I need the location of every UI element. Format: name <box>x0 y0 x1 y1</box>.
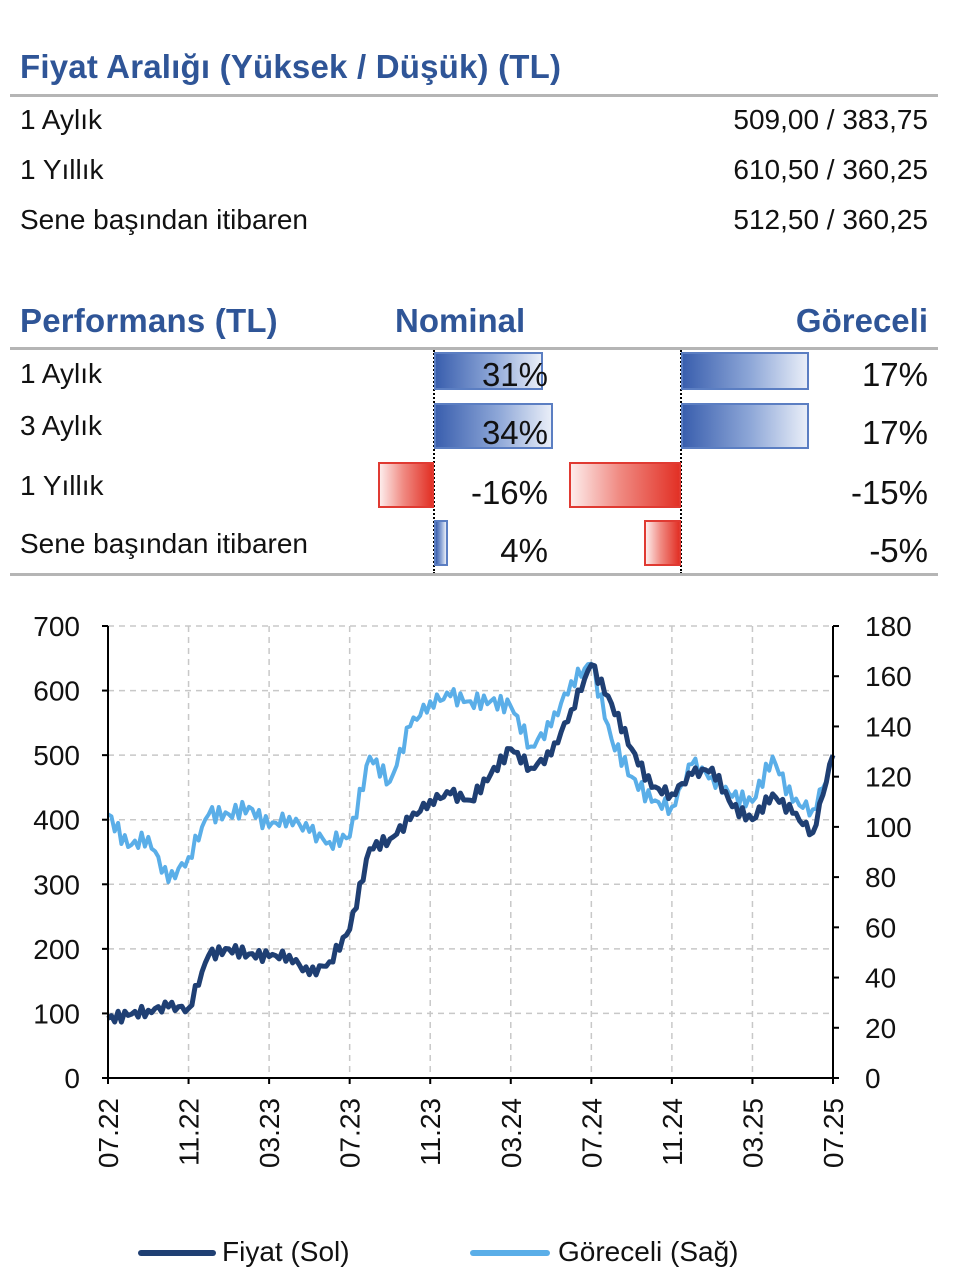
series-line-fiyat <box>106 662 836 1025</box>
left-tick-label: 400 <box>33 805 80 836</box>
nominal-value-ytd: 4% <box>500 532 548 569</box>
nominal-header: Nominal <box>395 302 526 339</box>
right-tick-label: 60 <box>865 912 896 943</box>
right-tick-label: 20 <box>865 1013 896 1044</box>
right-tick-label: 160 <box>865 661 912 692</box>
legend-label-relative: Göreceli (Sağ) <box>558 1236 739 1267</box>
chart-grid <box>108 625 834 1078</box>
right-tick-label: 100 <box>865 812 912 843</box>
right-tick-label: 0 <box>865 1063 881 1094</box>
left-tick-label: 0 <box>64 1063 80 1094</box>
relative-header: Göreceli <box>795 302 928 339</box>
nominal-bar-0 <box>434 352 543 390</box>
left-tick-label: 300 <box>33 869 80 900</box>
relative-zero-axis <box>680 350 682 574</box>
x-axis-labels: 07.22 11.22 03.23 07.23 11.23 03.24 07.24 11.24… <box>93 1098 849 1168</box>
price-range-label-1y: 1 Yıllık <box>20 154 104 185</box>
x-tick-label: 11.22 <box>174 1098 205 1166</box>
legend-swatch-relative <box>470 1250 550 1256</box>
nominal-value-1y: -16% <box>470 474 548 511</box>
relative-bar-3 <box>643 520 681 566</box>
left-tick-label: 600 <box>33 676 80 707</box>
left-tick-label: 700 <box>33 611 80 642</box>
x-tick-label: 07.25 <box>818 1098 849 1168</box>
performance-bottom-rule <box>10 573 938 576</box>
perf-label-ytd: Sene başından itibaren <box>20 528 308 559</box>
x-tick-label: 11.24 <box>657 1098 688 1166</box>
relative-value-ytd: -5% <box>869 532 928 569</box>
right-tick-label: 80 <box>865 862 896 893</box>
legend-swatch-price <box>138 1250 216 1256</box>
price-chart: 0 100 200 300 400 500 600 700 0 20 40 60 80 100 120 14… <box>33 611 912 1168</box>
right-tick-label: 40 <box>865 963 896 994</box>
x-tick-label: 11.23 <box>415 1098 446 1166</box>
series-line-göreceli <box>106 661 835 885</box>
legend-label-price: Fiyat (Sol) <box>222 1236 350 1267</box>
x-tick-label: 03.23 <box>254 1098 285 1168</box>
nominal-value-3m: 34% <box>481 414 548 451</box>
performance-title: Performans (TL) <box>20 302 278 339</box>
right-tick-label: 140 <box>865 711 912 742</box>
price-range-value-1m: 509,00 / 383,75 <box>733 104 928 135</box>
nominal-bar-3 <box>434 520 448 566</box>
x-tick-label: 03.25 <box>737 1098 768 1168</box>
right-tick-label: 120 <box>865 762 912 793</box>
nominal-bar-1 <box>434 403 553 449</box>
right-tick-label: 180 <box>865 611 912 642</box>
x-tick-label: 07.23 <box>335 1098 366 1168</box>
price-range-title: Fiyat Aralığı (Yüksek / Düşük) (TL) <box>20 48 562 85</box>
perf-label-3m: 3 Aylık <box>20 410 102 441</box>
left-tick-label: 200 <box>33 934 80 965</box>
x-tick-label: 07.24 <box>576 1098 607 1168</box>
nominal-bar-2 <box>378 462 434 508</box>
left-tick-label: 500 <box>33 740 80 771</box>
x-tick-label: 07.22 <box>93 1098 124 1168</box>
price-range-label-1m: 1 Aylık <box>20 104 102 135</box>
nominal-zero-axis <box>433 350 435 574</box>
perf-label-1m: 1 Aylık <box>20 358 102 389</box>
chart-frame <box>102 625 839 1084</box>
relative-value-3m: 17% <box>861 414 928 451</box>
relative-bar-2 <box>568 462 681 508</box>
relative-value-1m: 17% <box>861 356 928 393</box>
left-axis-labels: 0 100 200 300 400 500 600 700 <box>33 611 80 1094</box>
performance-top-rule <box>10 347 938 350</box>
left-tick-label: 100 <box>33 998 80 1029</box>
x-tick-label: 03.24 <box>496 1098 527 1168</box>
relative-bar-0 <box>681 352 809 390</box>
chart-lines <box>106 661 836 1025</box>
nominal-value-1m: 31% <box>481 356 548 393</box>
price-range-rule <box>10 94 938 97</box>
right-axis-labels: 0 20 40 60 80 100 120 140 160 180 <box>865 611 912 1094</box>
price-range-label-ytd: Sene başından itibaren <box>20 204 308 235</box>
relative-value-1y: -15% <box>850 474 928 511</box>
price-range-value-ytd: 512,50 / 360,25 <box>733 204 928 235</box>
relative-bar-1 <box>681 403 809 449</box>
perf-label-1y: 1 Yıllık <box>20 470 104 501</box>
price-range-value-1y: 610,50 / 360,25 <box>733 154 928 185</box>
